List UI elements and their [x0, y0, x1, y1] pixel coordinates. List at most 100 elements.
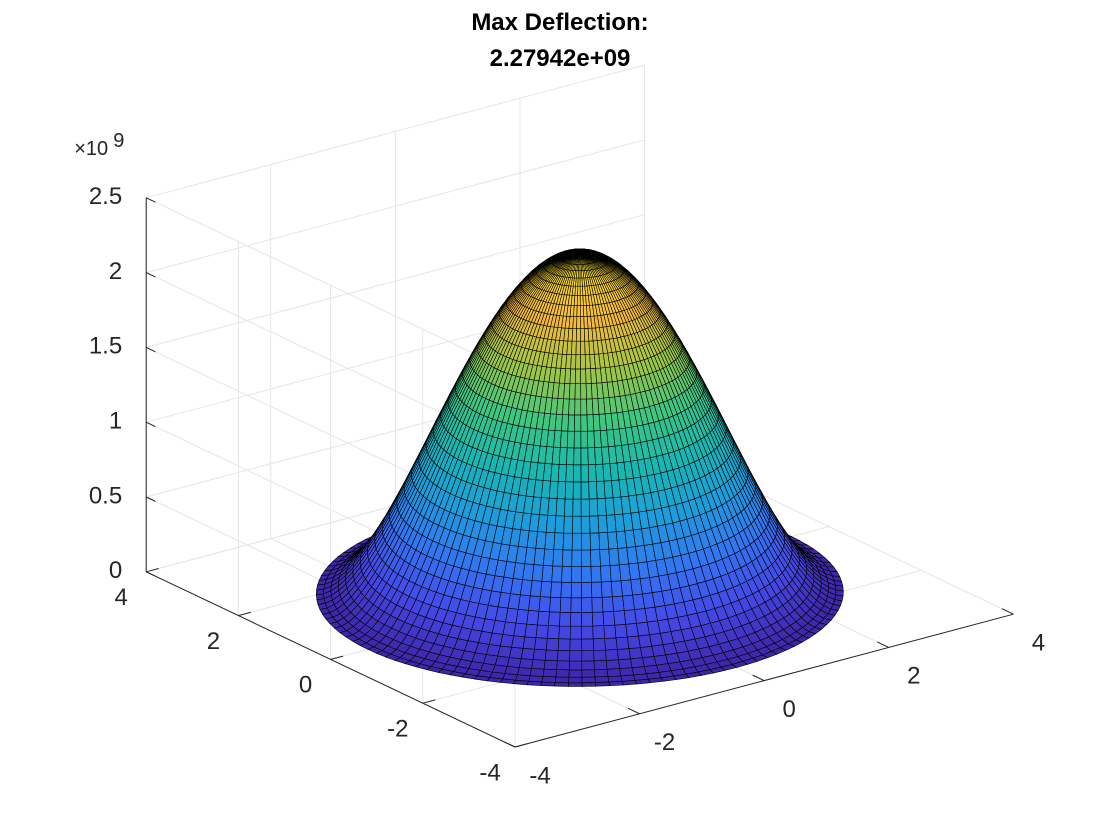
surface-face: [541, 676, 557, 683]
x-tick-label: -2: [654, 729, 675, 756]
surface-face: [580, 368, 587, 385]
surface-face: [561, 565, 573, 583]
surface-face: [559, 430, 569, 449]
surface-face: [556, 660, 570, 671]
surface-face: [618, 658, 633, 669]
surface-face: [557, 464, 567, 483]
x-tick-mark: [627, 707, 640, 715]
surface-face: [605, 659, 621, 670]
surface-face: [558, 447, 568, 465]
surface-face: [590, 565, 602, 583]
surface-face: [571, 328, 577, 342]
surface-face: [587, 430, 596, 449]
surface-face: [634, 678, 651, 685]
surface-face: [606, 668, 622, 677]
y-tick-mark: [330, 655, 344, 660]
surface-face: [494, 655, 510, 667]
surface-face: [572, 316, 578, 329]
z-multiplier: ×10: [74, 138, 108, 160]
surface-face: [513, 622, 528, 638]
y-tick-label: -2: [387, 716, 408, 743]
surface-face: [594, 668, 609, 678]
surface-face: [600, 565, 612, 583]
surface-face: [580, 383, 587, 400]
surface-face: [626, 635, 641, 649]
surface-face: [517, 594, 531, 611]
surface-face: [581, 625, 594, 640]
surface-face: [567, 414, 576, 432]
surface-face: [546, 625, 560, 640]
surface-face: [572, 515, 582, 534]
surface-face: [619, 667, 635, 677]
z-tick-mark: [145, 346, 156, 353]
surface-face: [526, 609, 540, 626]
surface-face: [580, 447, 589, 466]
surface-face: [566, 430, 575, 449]
surface-face: [520, 647, 535, 660]
surface-face: [566, 447, 575, 466]
surface-face: [551, 565, 563, 583]
surface-face: [570, 597, 582, 613]
surface-face: [594, 676, 610, 683]
surface-face: [554, 682, 569, 687]
surface-face: [556, 481, 567, 500]
surface-face: [562, 398, 570, 416]
surface-face: [593, 649, 607, 662]
surface-face: [575, 328, 581, 342]
surface-face: [528, 595, 541, 612]
surface-face: [596, 497, 607, 517]
surface-face: [541, 564, 554, 583]
surface-face: [613, 610, 627, 626]
surface-face: [542, 548, 555, 567]
surface-face: [511, 635, 526, 649]
surface-face: [518, 658, 534, 669]
surface-face: [621, 680, 638, 686]
surface-face: [534, 637, 548, 651]
surface-face: [608, 681, 624, 687]
surface-face: [568, 383, 576, 400]
surface-face: [572, 498, 582, 517]
y-tick-label: 0: [299, 672, 312, 699]
surface-face: [581, 660, 595, 671]
surface-face: [570, 354, 577, 370]
surface-face: [592, 638, 606, 651]
surface-face: [557, 650, 571, 662]
y-tick-mark: [146, 567, 159, 573]
surface-face: [515, 608, 529, 625]
surface-face: [517, 667, 532, 677]
surface-face: [591, 581, 603, 598]
surface-face: [529, 668, 545, 677]
surface-face: [552, 549, 564, 567]
x-tick-mark: [1001, 608, 1014, 615]
surface-face: [580, 430, 589, 449]
grid-line: [146, 139, 645, 274]
surface-face: [580, 464, 590, 483]
surface-face: [575, 340, 581, 356]
surface-face: [602, 610, 616, 626]
surface-face: [574, 368, 582, 385]
surface-face: [533, 547, 546, 566]
surface-face: [528, 675, 544, 683]
surface-face: [591, 596, 604, 613]
z-tick-label: 2.5: [89, 183, 122, 210]
surface-face: [554, 676, 570, 684]
surface-face: [562, 532, 573, 551]
surface-face: [571, 340, 577, 356]
y-tick-mark: [238, 611, 251, 617]
x-tick-label: 0: [783, 696, 796, 723]
z-tick-mark: [145, 197, 156, 203]
surface-face: [587, 464, 597, 483]
surface-face: [554, 515, 565, 534]
surface-face: [548, 611, 561, 627]
chart-title-line-1: Max Deflection:: [471, 9, 649, 36]
surface-face: [558, 625, 571, 640]
surface-face: [575, 354, 581, 370]
surface-face: [577, 285, 581, 296]
surface-face: [571, 566, 582, 583]
surface-face: [580, 549, 592, 567]
surface-face: [596, 480, 606, 500]
surface-face: [531, 659, 546, 670]
surface-face: [598, 531, 610, 550]
surface-face: [580, 515, 591, 534]
